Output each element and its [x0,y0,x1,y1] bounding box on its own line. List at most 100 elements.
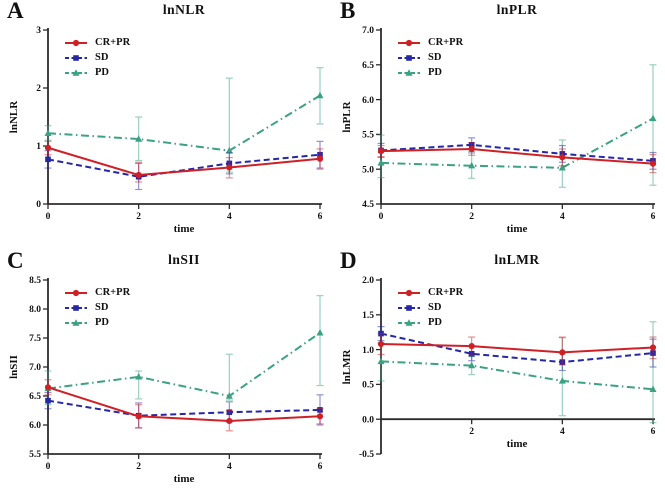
legend-item-pd: PD [64,315,130,330]
y-tick-label: 6.0 [29,421,41,431]
data-point-marker [45,156,51,163]
y-tick-label: 6.0 [362,96,374,106]
y-tick-label: 5.5 [362,131,374,141]
chart-title: lnSII [168,252,200,267]
y-tick-label: 0 [36,200,41,210]
data-point-marker [226,164,233,171]
data-point-marker [135,135,143,142]
legend-label: SD [428,52,442,63]
panel-letter: C [7,248,24,273]
x-tick-label: 4 [560,427,565,437]
series-pd [377,321,657,424]
legend-item-pd: PD [397,315,463,330]
legend-item-cr-pr: CR+PR [64,35,130,50]
data-point-marker [649,385,657,392]
data-point-marker [377,159,385,166]
data-point-marker [225,392,233,399]
x-axis-label: time [507,438,528,450]
x-tick-label: 0 [46,462,51,472]
legend-marker-icon [398,304,420,311]
series-cr-pr [44,140,324,183]
legend-marker [72,318,80,326]
y-tick-label: 7.0 [362,26,374,36]
data-point-marker [649,344,657,351]
legend-item-pd: PD [64,65,130,80]
legend-marker [406,304,412,311]
panel-c-plot: 5.5 6.0 6.5 7.0 7.5 8.0 8.5 0 2 4 6 time [29,276,324,485]
series-line [380,343,654,354]
y-tick-label: 8.5 [29,276,41,286]
y-tick-label: -0.5 [359,450,374,460]
y-tick-label: 1 [36,142,41,152]
y-tick-label: 7.0 [29,363,41,373]
series-line [380,117,654,169]
data-point-marker [649,114,657,122]
legend-marker-icon [65,304,87,311]
y-tick-label: 3 [36,26,41,36]
panel-b-plot: 4.5 5.0 5.5 6.0 6.5 7.0 0 2 4 6 time [362,26,657,235]
x-axis-label: time [174,473,195,485]
data-point-marker [468,361,476,369]
legend-label: CR+PR [95,37,131,48]
series-sd [44,140,324,191]
legend-marker-icon [65,68,87,76]
legend-marker-icon [398,318,420,326]
y-tick-label: 6.5 [29,392,41,402]
x-tick-label: 4 [560,212,565,222]
x-axis-label: time [507,223,528,235]
data-point-marker [226,417,233,425]
series-line [47,331,321,398]
legend-marker [405,39,413,46]
series-line [47,146,321,177]
legend-label: SD [95,52,109,63]
x-tick-label: 4 [227,212,232,222]
series-line [380,360,654,391]
legend-item-sd: SD [64,50,130,65]
x-tick-label: 2 [136,462,141,472]
y-tick-label: 8.0 [29,305,41,315]
legend-marker [405,68,413,76]
legend-marker [72,39,80,46]
x-axis-label: time [174,223,195,235]
legend: CR+PR SD PD [397,285,463,330]
data-point-marker [559,154,566,161]
series-cr-pr [44,379,324,432]
panel-letter: A [7,0,24,23]
panel-d-plot: -0.5 0.0 0.5 1.0 1.5 2.0 2 4 6 time [359,276,657,460]
data-point-marker [135,373,143,380]
y-tick-label: 1.0 [362,346,374,356]
panel-letter: D [340,248,357,273]
y-tick-label: 6.5 [362,61,374,71]
legend-label: SD [95,302,109,313]
legend-item-cr-pr: CR+PR [64,285,130,300]
legend-marker [73,54,79,61]
series-line [47,153,321,178]
series-pd [377,64,657,188]
legend-marker-icon [398,289,420,296]
x-tick-label: 6 [318,462,323,472]
legend-marker-icon [65,289,87,296]
legend-marker [72,289,80,296]
legend-item-sd: SD [64,300,130,315]
legend-marker [405,318,413,326]
chart-title: lnNLR [162,2,206,17]
data-point-marker [558,164,566,171]
legend-marker [406,54,412,61]
data-point-marker [377,148,385,155]
legend-marker [405,289,413,296]
y-tick-label: 5.5 [29,450,41,460]
series-cr-pr [377,332,657,366]
legend-item-sd: SD [397,300,463,315]
y-tick-label: 2.0 [362,276,374,286]
legend-marker-icon [398,39,420,46]
error-bar [316,295,324,387]
legend: CR+PR SD PD [64,35,130,80]
legend-marker-icon [398,68,420,76]
y-tick-label: 0.0 [362,415,374,425]
legend-label: PD [95,317,109,328]
y-axis-title: lnSII [8,355,20,379]
panel-a-lnnlr: 0 1 2 3 0 2 4 6 time A lnNLR lnNLR CR+PR SD PD [0,0,332,250]
data-point-marker [135,171,142,179]
series-cr-pr [377,142,657,174]
legend-item-cr-pr: CR+PR [397,35,463,50]
